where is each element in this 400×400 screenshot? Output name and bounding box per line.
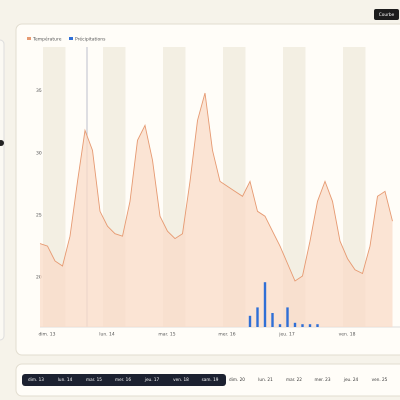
x-tick-label: dim. 13 — [38, 332, 55, 338]
y-tick-label: 30 — [36, 150, 42, 156]
temperature-line — [39, 92, 393, 282]
sidebar-toggle[interactable] — [0, 140, 4, 146]
timeline-day[interactable]: lun. 21 — [258, 377, 273, 382]
night-band — [283, 47, 306, 327]
precipitation-bar — [286, 307, 289, 327]
timeline-day[interactable]: dim. 20 — [229, 377, 245, 382]
precipitation-bar — [316, 324, 319, 327]
timeline-day[interactable]: ven. 18 — [173, 377, 189, 382]
precipitation-bar — [263, 282, 267, 327]
x-tick-label: mar. 15 — [158, 332, 175, 338]
precipitation-bar — [301, 324, 304, 327]
x-tick-label: mer. 16 — [218, 332, 235, 338]
timeline-day[interactable]: mar. 15 — [86, 377, 102, 382]
timeline-day[interactable]: jeu. 24 — [343, 377, 359, 382]
x-tick-label: ven. 18 — [339, 332, 356, 338]
timeline-day[interactable]: dim. 13 — [28, 377, 44, 382]
timeline-day[interactable]: ven. 25 — [372, 377, 388, 382]
timeline-day[interactable]: sam. 19 — [202, 377, 219, 382]
timeline-day[interactable]: jeu. 17 — [144, 377, 160, 382]
button-label: Courbe — [379, 12, 395, 18]
y-tick-label: 25 — [36, 213, 42, 219]
timeline-selection[interactable] — [22, 374, 226, 386]
timeline-day[interactable]: mer. 16 — [115, 377, 131, 382]
legend-label: Température — [32, 36, 62, 43]
view-button[interactable] — [374, 9, 399, 20]
timeline: dim. 13 lun. 14 mar. 15 mer. 16 jeu. 17 ven. … — [28, 377, 388, 382]
timeline-day[interactable]: lun. 14 — [58, 377, 73, 382]
legend-swatch — [27, 37, 31, 40]
legend-swatch — [69, 37, 73, 40]
x-tick-label: jeu. 17 — [278, 332, 295, 338]
precipitation-bar — [256, 307, 259, 327]
precipitation-bar — [278, 324, 282, 327]
timeline-day[interactable]: mer. 23 — [315, 377, 331, 382]
timeline-day[interactable]: mar. 22 — [286, 377, 302, 382]
sidebar — [0, 39, 5, 341]
precipitation-bar — [271, 313, 274, 327]
night-band — [343, 47, 366, 327]
plot: Température Précipitations 20 25 30 35 dim. 13… — [27, 36, 400, 338]
precipitation-bar — [248, 315, 252, 327]
y-tick-label: 35 — [36, 88, 42, 94]
y-tick-label: 20 — [36, 275, 42, 281]
precipitation-bar — [308, 324, 312, 327]
x-tick-label: lun. 14 — [99, 332, 115, 338]
precipitation-bar — [293, 322, 297, 327]
legend-label: Précipitations — [75, 36, 106, 43]
